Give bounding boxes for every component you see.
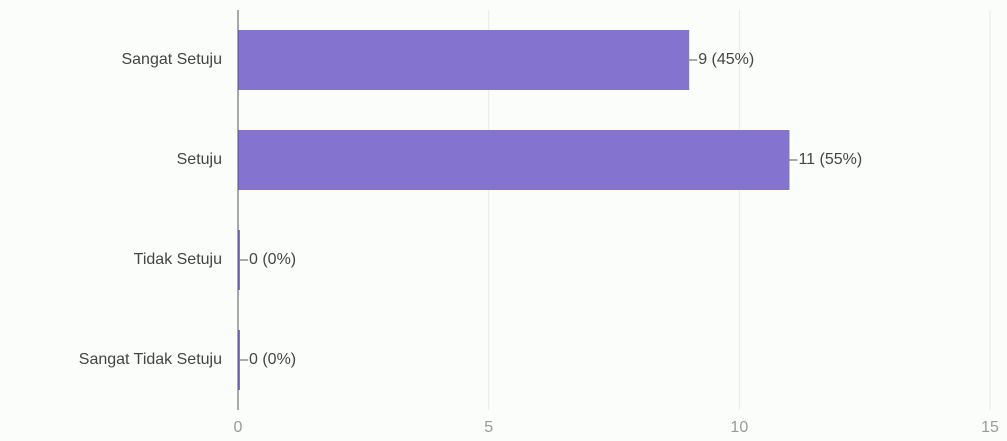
- y-tick-label: Sangat Tidak Setuju: [79, 351, 222, 368]
- y-tick-label: Sangat Setuju: [121, 51, 222, 68]
- value-label: 9 (45%): [698, 51, 754, 68]
- bar: [238, 30, 689, 90]
- y-tick-label: Tidak Setuju: [134, 251, 222, 268]
- chart: 0 5 10 15 Sangat Setuju 9 (45%) Setuju 11 (55%)…: [0, 0, 1007, 441]
- value-label: 0 (0%): [249, 251, 296, 268]
- value-label: 0 (0%): [249, 351, 296, 368]
- bar: [238, 130, 789, 190]
- x-tick-label: 0: [234, 419, 243, 436]
- x-tick-label: 15: [981, 419, 999, 436]
- y-tick-label: Setuju: [177, 151, 222, 168]
- value-label: 11 (55%): [798, 151, 862, 168]
- x-tick-label: 10: [730, 419, 748, 436]
- x-tick-label: 5: [484, 419, 493, 436]
